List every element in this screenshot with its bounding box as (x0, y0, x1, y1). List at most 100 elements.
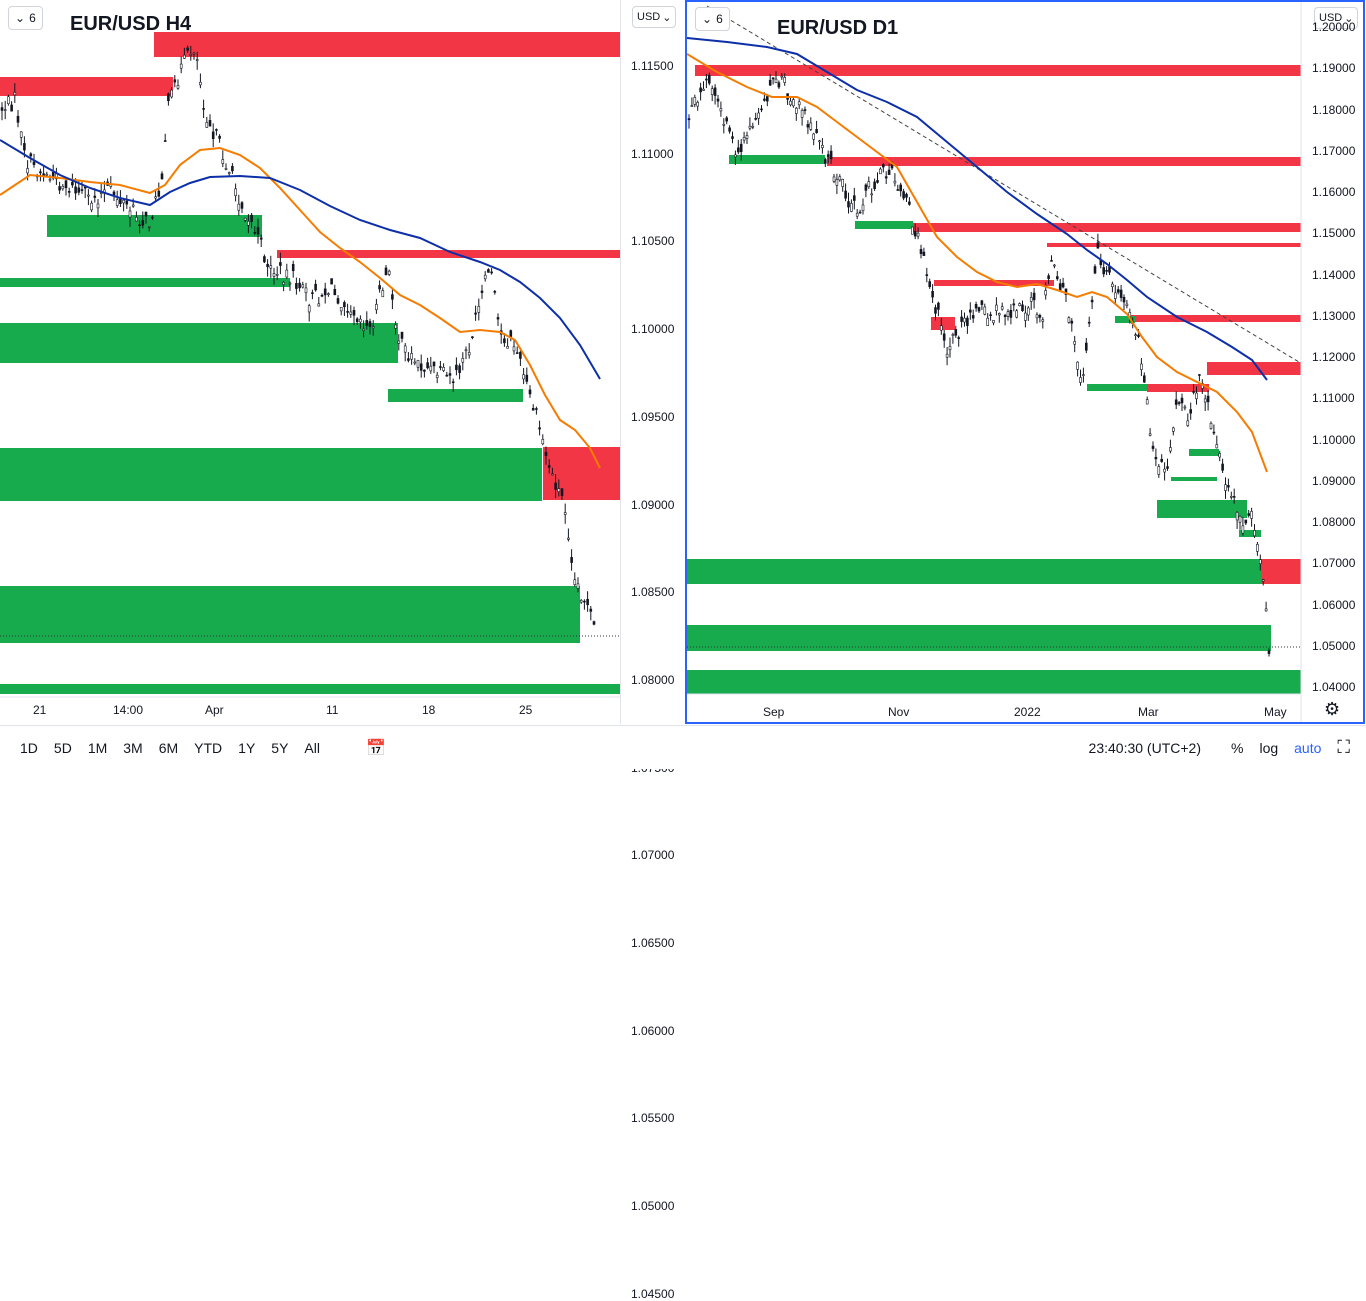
candle-body (131, 204, 135, 207)
left-time-label: 11 (326, 703, 339, 717)
candle-body (957, 337, 961, 339)
left-chart-pane[interactable]: ⌄ 6 EUR/USD H4 21 14:00 Apr 11 18 25 (0, 0, 621, 724)
candle-body (115, 199, 119, 206)
candle-body (705, 78, 708, 81)
candle-body (716, 98, 720, 102)
log-toggle[interactable]: log (1259, 739, 1279, 756)
right-time-label: Sep (763, 705, 785, 719)
candle-body (739, 143, 743, 153)
calendar-goto-icon[interactable]: 📅 (365, 739, 386, 757)
candle-body (768, 79, 772, 86)
candle-body (83, 186, 87, 189)
candle-body (448, 373, 452, 376)
right-time-label: May (1264, 705, 1287, 719)
right-price-label: 1.06000 (1312, 597, 1356, 612)
candle-body (1215, 444, 1219, 449)
right-price-label: 1.13000 (1312, 308, 1356, 323)
range-button-1m[interactable]: 1M (87, 739, 108, 756)
left-chart-canvas[interactable] (0, 0, 620, 724)
candle-body (339, 307, 343, 312)
range-button-1d[interactable]: 1D (20, 739, 38, 756)
candle-body (474, 312, 477, 315)
range-button-5y[interactable]: 5Y (271, 739, 289, 756)
right-interval-button[interactable]: ⌄ 6 (695, 7, 730, 31)
candle-body (439, 366, 442, 368)
candle-body (29, 153, 33, 157)
left-currency-button[interactable]: USD ⌄ (632, 6, 677, 28)
demand-zone (388, 389, 523, 402)
candle-body (32, 161, 36, 165)
clock-readout[interactable]: 23:40:30 (UTC+2) (1088, 739, 1201, 756)
range-button-1y[interactable]: 1Y (238, 739, 256, 756)
candle-body (1116, 289, 1120, 293)
candle-body (783, 77, 786, 83)
candle-body (487, 269, 490, 273)
candle-body (986, 317, 990, 326)
candle-body (748, 125, 752, 129)
left-time-label: 14:00 (113, 703, 144, 717)
fullscreen-icon[interactable]: ⛶ (1337, 737, 1350, 757)
range-button-ytd[interactable]: YTD (194, 739, 223, 756)
candle-body (93, 195, 97, 198)
left-interval-button[interactable]: ⌄ 6 (8, 6, 43, 30)
candle-body (687, 118, 691, 121)
candle-body (1169, 447, 1172, 452)
candle-body (797, 101, 801, 106)
candle-body (887, 169, 891, 175)
candle-body (1140, 363, 1143, 370)
candle-body (760, 108, 763, 111)
candle-body (1134, 334, 1137, 336)
candle-body (908, 201, 911, 205)
candle-body (734, 154, 737, 158)
left-currency-label: USD (637, 11, 661, 23)
candle-body (971, 315, 975, 319)
candle-body (186, 47, 189, 51)
candle-body (803, 109, 807, 111)
candle-body (818, 140, 821, 143)
right-chart-canvas[interactable] (687, 2, 1363, 722)
right-chart-title: EUR/USD D1 (777, 17, 899, 39)
candle-body (722, 124, 726, 126)
candle-body (945, 353, 949, 358)
range-button-6m[interactable]: 6M (158, 739, 179, 756)
range-button-3m[interactable]: 3M (123, 739, 143, 756)
candle-body (503, 338, 506, 344)
left-price-axis[interactable]: USD ⌄ 1.11500 1.11000 1.10500 1.10000 1.0950… (620, 0, 684, 1301)
candle-body (1250, 511, 1253, 519)
candle-body (1050, 260, 1053, 262)
auto-toggle[interactable]: auto (1294, 739, 1322, 756)
candle-body (512, 346, 516, 352)
right-chart-pane[interactable]: ⌄ 6 EUR/USD D1 USD ⌄ ⚙ 1.20000 1.19000 1.1… (685, 0, 1365, 724)
candle-body (151, 216, 154, 219)
range-button-all[interactable]: All (304, 739, 320, 756)
right-price-label: 1.15000 (1312, 226, 1356, 241)
candle-body (583, 600, 586, 603)
candle-body (1125, 303, 1129, 306)
candle-body (1203, 398, 1207, 403)
percent-toggle[interactable]: % (1231, 739, 1244, 756)
candle-body (320, 294, 324, 297)
candle-body (275, 274, 279, 276)
candle-body (940, 325, 943, 331)
candle-body (554, 482, 557, 490)
settings-gear-icon[interactable]: ⚙ (1324, 699, 1341, 719)
right-currency-button[interactable]: USD ⌄ (1314, 7, 1359, 29)
right-price-label: 1.04000 (1312, 680, 1356, 694)
right-price-label: 1.09000 (1312, 473, 1356, 488)
candle-body (1247, 513, 1251, 516)
candle-body (1142, 375, 1146, 383)
candle-body (551, 473, 554, 476)
candle-body (205, 122, 209, 128)
candle-body (1000, 306, 1004, 310)
candle-body (410, 353, 413, 360)
right-price-label: 1.08000 (1312, 515, 1356, 529)
candle-body (227, 172, 231, 174)
range-button-5d[interactable]: 5D (53, 739, 72, 756)
candle-body (1183, 406, 1187, 409)
candle-body (771, 77, 775, 80)
candle-body (560, 488, 564, 497)
demand-zone (0, 278, 290, 287)
candle-body (867, 181, 871, 188)
candle-body (1209, 422, 1213, 429)
candle-body (1006, 311, 1010, 317)
